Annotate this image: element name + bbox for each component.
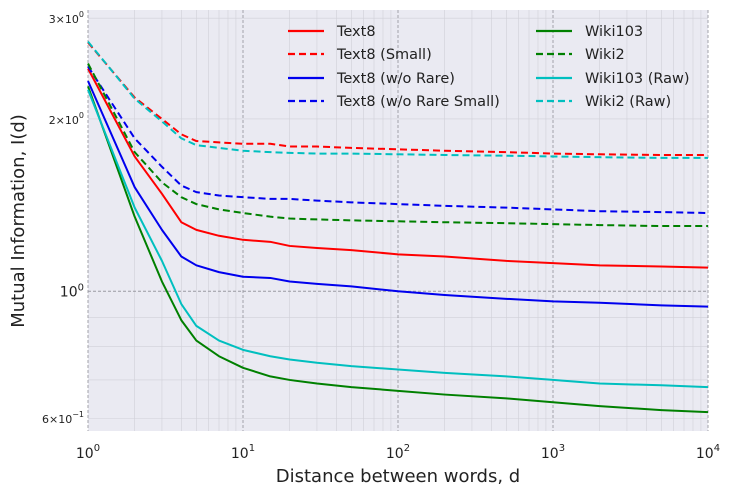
y-tick-label-2: 2×100 <box>49 111 84 127</box>
series-layer <box>87 40 709 414</box>
grid-minor <box>88 10 708 431</box>
series-line-6 <box>87 89 709 389</box>
legend-label-5: Wiki2 <box>585 47 625 63</box>
x-axis-ticks: 100 101 102 103 104 <box>76 443 720 462</box>
series-line-0 <box>87 68 709 269</box>
x-tick-label-2: 102 <box>386 443 410 462</box>
y-axis-label: Mutual Information, I(d) <box>8 114 29 328</box>
legend-label-1: Text8 (Small) <box>336 47 432 63</box>
legend-label-4: Wiki103 <box>585 24 643 40</box>
y-tick-label-1: 100 <box>60 282 84 300</box>
y-tick-label-3: 3×100 <box>49 10 84 26</box>
x-tick-label-3: 103 <box>541 443 565 462</box>
x-tick-label-1: 101 <box>231 443 255 462</box>
legend-label-0: Text8 <box>336 24 376 40</box>
series-line-3 <box>87 65 709 214</box>
x-tick-label-4: 104 <box>696 443 720 462</box>
y-axis-ticks: 6×10−1 100 2×100 3×100 <box>42 10 84 426</box>
x-tick-label-0: 100 <box>76 443 100 462</box>
series-line-7 <box>87 40 708 159</box>
series-line-5 <box>87 63 708 228</box>
legend-label-6: Wiki103 (Raw) <box>585 71 690 87</box>
legend-label-2: Text8 (w/o Rare) <box>336 71 455 87</box>
y-tick-label-0: 6×10−1 <box>42 410 84 426</box>
series-line-4 <box>87 86 709 414</box>
legend: Text8 Text8 (Small) Text8 (w/o Rare) Text8 … <box>288 24 690 110</box>
legend-label-7: Wiki2 (Raw) <box>585 94 671 110</box>
series-line-1 <box>87 41 708 156</box>
legend-label-3: Text8 (w/o Rare Small) <box>336 94 500 110</box>
series-line-2 <box>87 80 709 308</box>
x-axis-label: Distance between words, d <box>276 466 520 487</box>
